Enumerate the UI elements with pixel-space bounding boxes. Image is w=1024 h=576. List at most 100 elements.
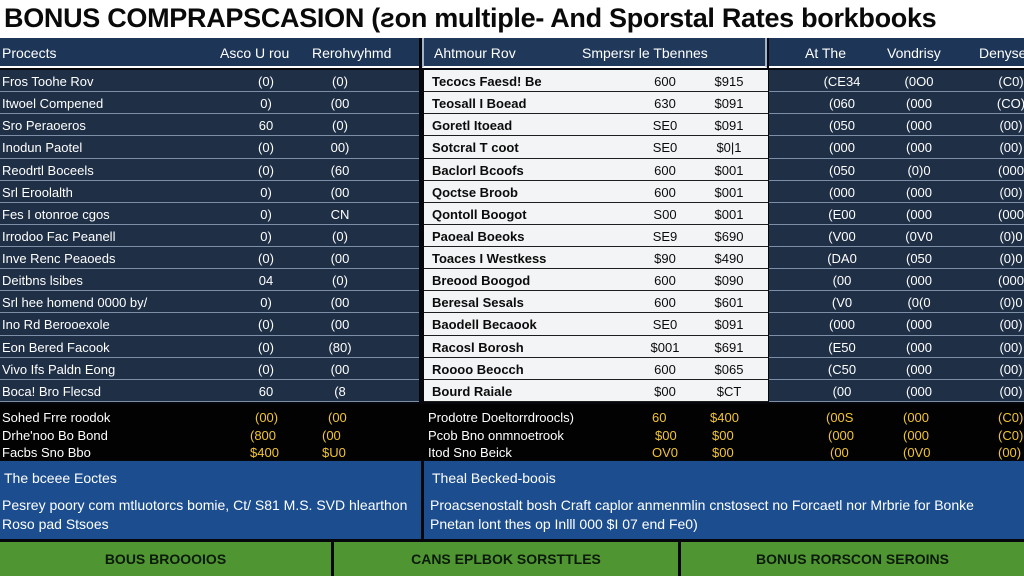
- value-b: (0): [332, 118, 348, 134]
- value-b: 00): [330, 140, 350, 156]
- summary-mid: Pcob Bno onmnoetrook: [428, 428, 564, 443]
- value-r2: (0(0: [907, 295, 931, 311]
- table-row: (V00 (0V0 (0)0: [769, 225, 1024, 248]
- summary-label: Sohed Frre roodok: [2, 410, 111, 425]
- summary-mb: $400: [710, 410, 739, 425]
- value-r2: (0)0: [907, 162, 931, 178]
- rate-a: SE0: [652, 317, 678, 333]
- value-r1: (000: [828, 317, 856, 333]
- product-name: Eon Bered Facook: [2, 339, 110, 355]
- table-row: Paoeal Boeoks SE9 $690: [424, 225, 768, 248]
- table-row: Sro Peraoeros 60 (0): [0, 114, 419, 137]
- value-r3: (00): [999, 339, 1023, 355]
- value-r2: (000: [905, 273, 933, 289]
- table-row: Deitbns lsibes 04 (0): [0, 269, 419, 292]
- value-r1: (E00: [828, 206, 856, 222]
- value-r3: (00): [999, 383, 1023, 399]
- summary-r1: (00: [830, 445, 849, 460]
- header-right: At The Vondrisy Denyse: [769, 38, 1024, 68]
- sportsbook-settles-button[interactable]: CANS EPLBOK SORSTTLES: [334, 542, 678, 576]
- value-r3: (0)0: [999, 295, 1023, 311]
- table-row: Eon Bered Facook (0) (80): [0, 336, 419, 358]
- table-row: Tecocs Faesd! Be 600 $915: [424, 70, 768, 93]
- value-r2: (000: [905, 361, 933, 377]
- header-mid: Ahtmour Rov Smpersr le Tbennes: [422, 38, 767, 68]
- summary-section: Sohed Frre roodok (00) (00 Prodotre Doel…: [0, 404, 1024, 460]
- table-row: Reodrtl Boceels (0) (60: [0, 159, 419, 181]
- rate-b: $601: [714, 295, 744, 311]
- value-r1: (00: [832, 383, 852, 399]
- value-r3: (00): [999, 118, 1023, 134]
- value-r2: (000: [905, 317, 933, 333]
- col-header-r2: Vondrisy: [887, 45, 941, 61]
- value-r3: (00): [999, 317, 1023, 333]
- table-row: Goretl Itoead SE0 $091: [424, 114, 768, 137]
- rate-a: 600: [654, 184, 676, 200]
- value-a: 0): [260, 206, 272, 222]
- product-name: Sro Peraoeros: [2, 118, 86, 134]
- value-r2: (000: [905, 96, 933, 112]
- table-row: Irrodoo Fac Peanell 0) (0): [0, 225, 419, 248]
- summary-b: (00: [328, 410, 347, 425]
- product-name: Vivo Ifs Paldn Eong: [2, 361, 116, 377]
- product-name: Srl Eroolalth: [2, 184, 73, 200]
- summary-mb: $00: [712, 428, 734, 443]
- summary-r2: (000: [903, 428, 930, 443]
- value-b: (60: [330, 162, 350, 178]
- value-r1: (C50: [827, 361, 857, 377]
- product-name: Srl hee homend 0000 by/: [2, 295, 148, 311]
- rate-a: 630: [654, 96, 676, 112]
- rate-b: $091: [714, 118, 744, 134]
- table-row: Roooo Beocch 600 $065: [424, 358, 768, 380]
- rate-a: SE0: [652, 118, 678, 134]
- value-r3: (00): [999, 184, 1023, 200]
- table-row: (00 (000 (00): [769, 380, 1024, 402]
- col-header-mid-values: Smpersr le Tbennes: [582, 45, 708, 61]
- table-row: Inve Renc Peaoeds (0) (00: [0, 247, 419, 270]
- value-a: 04: [258, 273, 274, 289]
- table-row: (00 (000 (000: [769, 269, 1024, 292]
- rate-b: $001: [714, 206, 744, 222]
- value-r3: (C0): [998, 74, 1024, 89]
- table-row: Breood Boogod 600 $090: [424, 269, 768, 292]
- value-a: (0): [258, 251, 274, 267]
- sportsbook-name: Baclorl Bcoofs: [432, 162, 524, 178]
- summary-ma: OV0: [652, 445, 679, 460]
- sportsbook-name: Toaces I Westkess: [432, 251, 547, 267]
- value-b: (0): [332, 74, 348, 89]
- table-row: (C50 (000 (00): [769, 358, 1024, 380]
- mid-table: Tecocs Faesd! Be 600 $915 Teosall I Boead 63…: [424, 70, 768, 402]
- notes-left: The bceee Eoctes Pesrey poory com mtluot…: [0, 461, 421, 539]
- rate-a: 600: [654, 162, 676, 178]
- product-name: Inodun Paotel: [2, 140, 83, 156]
- product-name: Deitbns lsibes: [2, 273, 83, 289]
- bonus-brochures-button[interactable]: BOUS BROOOIOS: [0, 542, 331, 576]
- table-row: Boca! Bro Flecsd 60 (8: [0, 380, 419, 402]
- sportsbook-name: Teosall I Boead: [432, 96, 527, 112]
- table-row: Qoctse Broob 600 $001: [424, 181, 768, 203]
- summary-a: (800: [250, 428, 277, 443]
- sportsbook-name: Beresal Sesals: [432, 295, 524, 311]
- value-b: (00: [330, 251, 350, 267]
- sportsbook-name: Paoeal Boeoks: [432, 228, 525, 244]
- rate-b: $065: [714, 361, 744, 377]
- bonus-sections-button[interactable]: BONUS RORSCON SEROINS: [681, 542, 1024, 576]
- summary-r2: (000: [903, 410, 930, 425]
- summary-b: $U0: [322, 445, 346, 460]
- table-row: Itwoel Compened 0) (00: [0, 92, 419, 115]
- product-name: Inve Renc Peaoeds: [2, 251, 116, 267]
- sportsbook-name: Racosl Borosh: [432, 339, 524, 355]
- table-row: (V0 (0(0 (0)0: [769, 291, 1024, 314]
- value-a: (0): [258, 140, 274, 156]
- summary-row: Sohed Frre roodok (00) (00 Prodotre Doel…: [0, 410, 1024, 425]
- product-name: Itwoel Compened: [2, 96, 104, 112]
- rate-a: 600: [654, 74, 676, 89]
- table-row: Ino Rd Berooexole (0) (00: [0, 313, 419, 336]
- table-row: (000 (000 (00): [769, 136, 1024, 159]
- value-r3: (000: [997, 273, 1024, 289]
- table-row: Srl Eroolalth 0) (00: [0, 181, 419, 203]
- value-b: (00: [330, 361, 350, 377]
- summary-r1: (000: [828, 428, 855, 443]
- value-a: 0): [260, 184, 272, 200]
- value-b: (0): [332, 228, 348, 244]
